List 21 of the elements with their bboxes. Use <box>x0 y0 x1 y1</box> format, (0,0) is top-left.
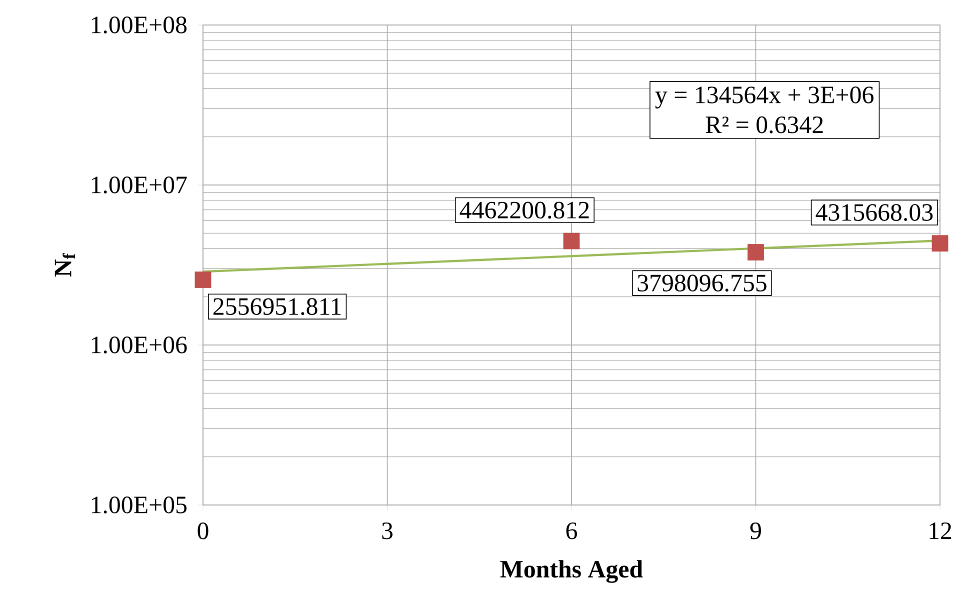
x-axis-title: Months Aged <box>500 560 643 583</box>
y-tick-label: 1.00E+05 <box>92 496 187 514</box>
data-label: 4462200.812 <box>460 202 589 219</box>
point <box>563 232 580 250</box>
x-tick-label: 9 <box>750 522 761 540</box>
point <box>194 272 212 288</box>
y-tick-label: 1.00E+06 <box>92 336 187 354</box>
x-tick-label: 6 <box>566 522 577 540</box>
data-label: 4315668.03 <box>816 204 933 221</box>
x-tick-label: 0 <box>198 522 208 540</box>
data-label: 3798096.755 <box>638 274 766 292</box>
point <box>748 244 764 260</box>
y-axis-title: N$_{f}$ <box>54 253 75 277</box>
data-label: 2556951.811 <box>213 298 341 316</box>
x-tick-label: 3 <box>382 522 393 540</box>
y-tick-label: 1.00E+07 <box>92 176 187 194</box>
annotation: y = 134564x + 3E+06 <box>655 86 874 108</box>
point <box>932 235 948 252</box>
annotation: R² = 0.6342 <box>706 116 823 134</box>
x-tick-label: 12 <box>930 522 952 539</box>
y-tick-label: 1.00E+08 <box>92 16 187 34</box>
